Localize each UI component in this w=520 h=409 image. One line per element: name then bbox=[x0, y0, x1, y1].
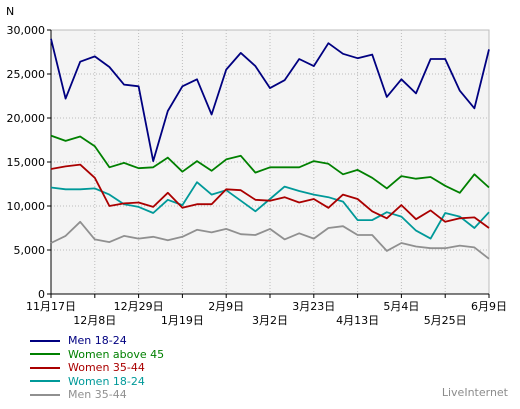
y-tick-label: 30,000 bbox=[7, 24, 46, 37]
axes: 0 5,000 10,000 15,000 20,000 25,000 30,000 11月1… bbox=[7, 24, 508, 327]
legend-label: Women above 45 bbox=[68, 347, 165, 361]
y-tick-label: 5,000 bbox=[14, 244, 46, 257]
legend-label: Women 35-44 bbox=[68, 361, 145, 375]
legend-label: Men 35-44 bbox=[68, 388, 127, 402]
legend-item-men-18-24: Men 18-24 bbox=[30, 334, 164, 348]
legend-label: Women 18-24 bbox=[68, 374, 145, 388]
series-lines bbox=[50, 38, 490, 260]
x-tick-label: 6月9日 bbox=[471, 300, 507, 313]
legend-swatch bbox=[30, 353, 60, 356]
series-line-men-18-24 bbox=[50, 38, 490, 163]
series-line-women-above-45 bbox=[50, 134, 490, 194]
y-tick-label: 20,000 bbox=[7, 112, 46, 125]
legend: Men 18-24 Women above 45 Women 35-44 Wom… bbox=[30, 334, 164, 402]
series-line-women-35-44 bbox=[50, 163, 490, 229]
legend-label: Men 18-24 bbox=[68, 334, 127, 348]
grid-lines bbox=[51, 30, 489, 294]
x-tick-label: 3月2日 bbox=[252, 314, 288, 327]
x-tick-label: 11月17日 bbox=[26, 300, 76, 313]
y-tick-label: 0 bbox=[38, 288, 45, 301]
x-tick-label: 2月9日 bbox=[208, 300, 244, 313]
brand-label: LiveInternet bbox=[441, 386, 508, 399]
x-tick-label: 5月25日 bbox=[424, 314, 467, 327]
series-line-men-35-44 bbox=[50, 220, 490, 260]
x-tick-label: 1月19日 bbox=[161, 314, 204, 327]
y-tick-label: 10,000 bbox=[7, 200, 46, 213]
x-tick-label: 5月4日 bbox=[383, 300, 419, 313]
y-tick-label: 25,000 bbox=[7, 68, 46, 81]
x-tick-label: 3月23日 bbox=[292, 300, 335, 313]
legend-swatch bbox=[30, 366, 60, 369]
y-tick-label: 15,000 bbox=[7, 156, 46, 169]
legend-item-women-above-45: Women above 45 bbox=[30, 348, 164, 362]
y-axis-label: N bbox=[6, 5, 14, 18]
x-tick-label: 12月29日 bbox=[114, 300, 164, 313]
x-tick-label: 4月13日 bbox=[336, 314, 379, 327]
legend-item-women-18-24: Women 18-24 bbox=[30, 375, 164, 389]
legend-swatch bbox=[30, 339, 60, 342]
x-tick-label: 12月8日 bbox=[73, 314, 116, 327]
legend-item-men-35-44: Men 35-44 bbox=[30, 388, 164, 402]
legend-swatch bbox=[30, 380, 60, 383]
legend-item-women-35-44: Women 35-44 bbox=[30, 361, 164, 375]
legend-swatch bbox=[30, 393, 60, 396]
